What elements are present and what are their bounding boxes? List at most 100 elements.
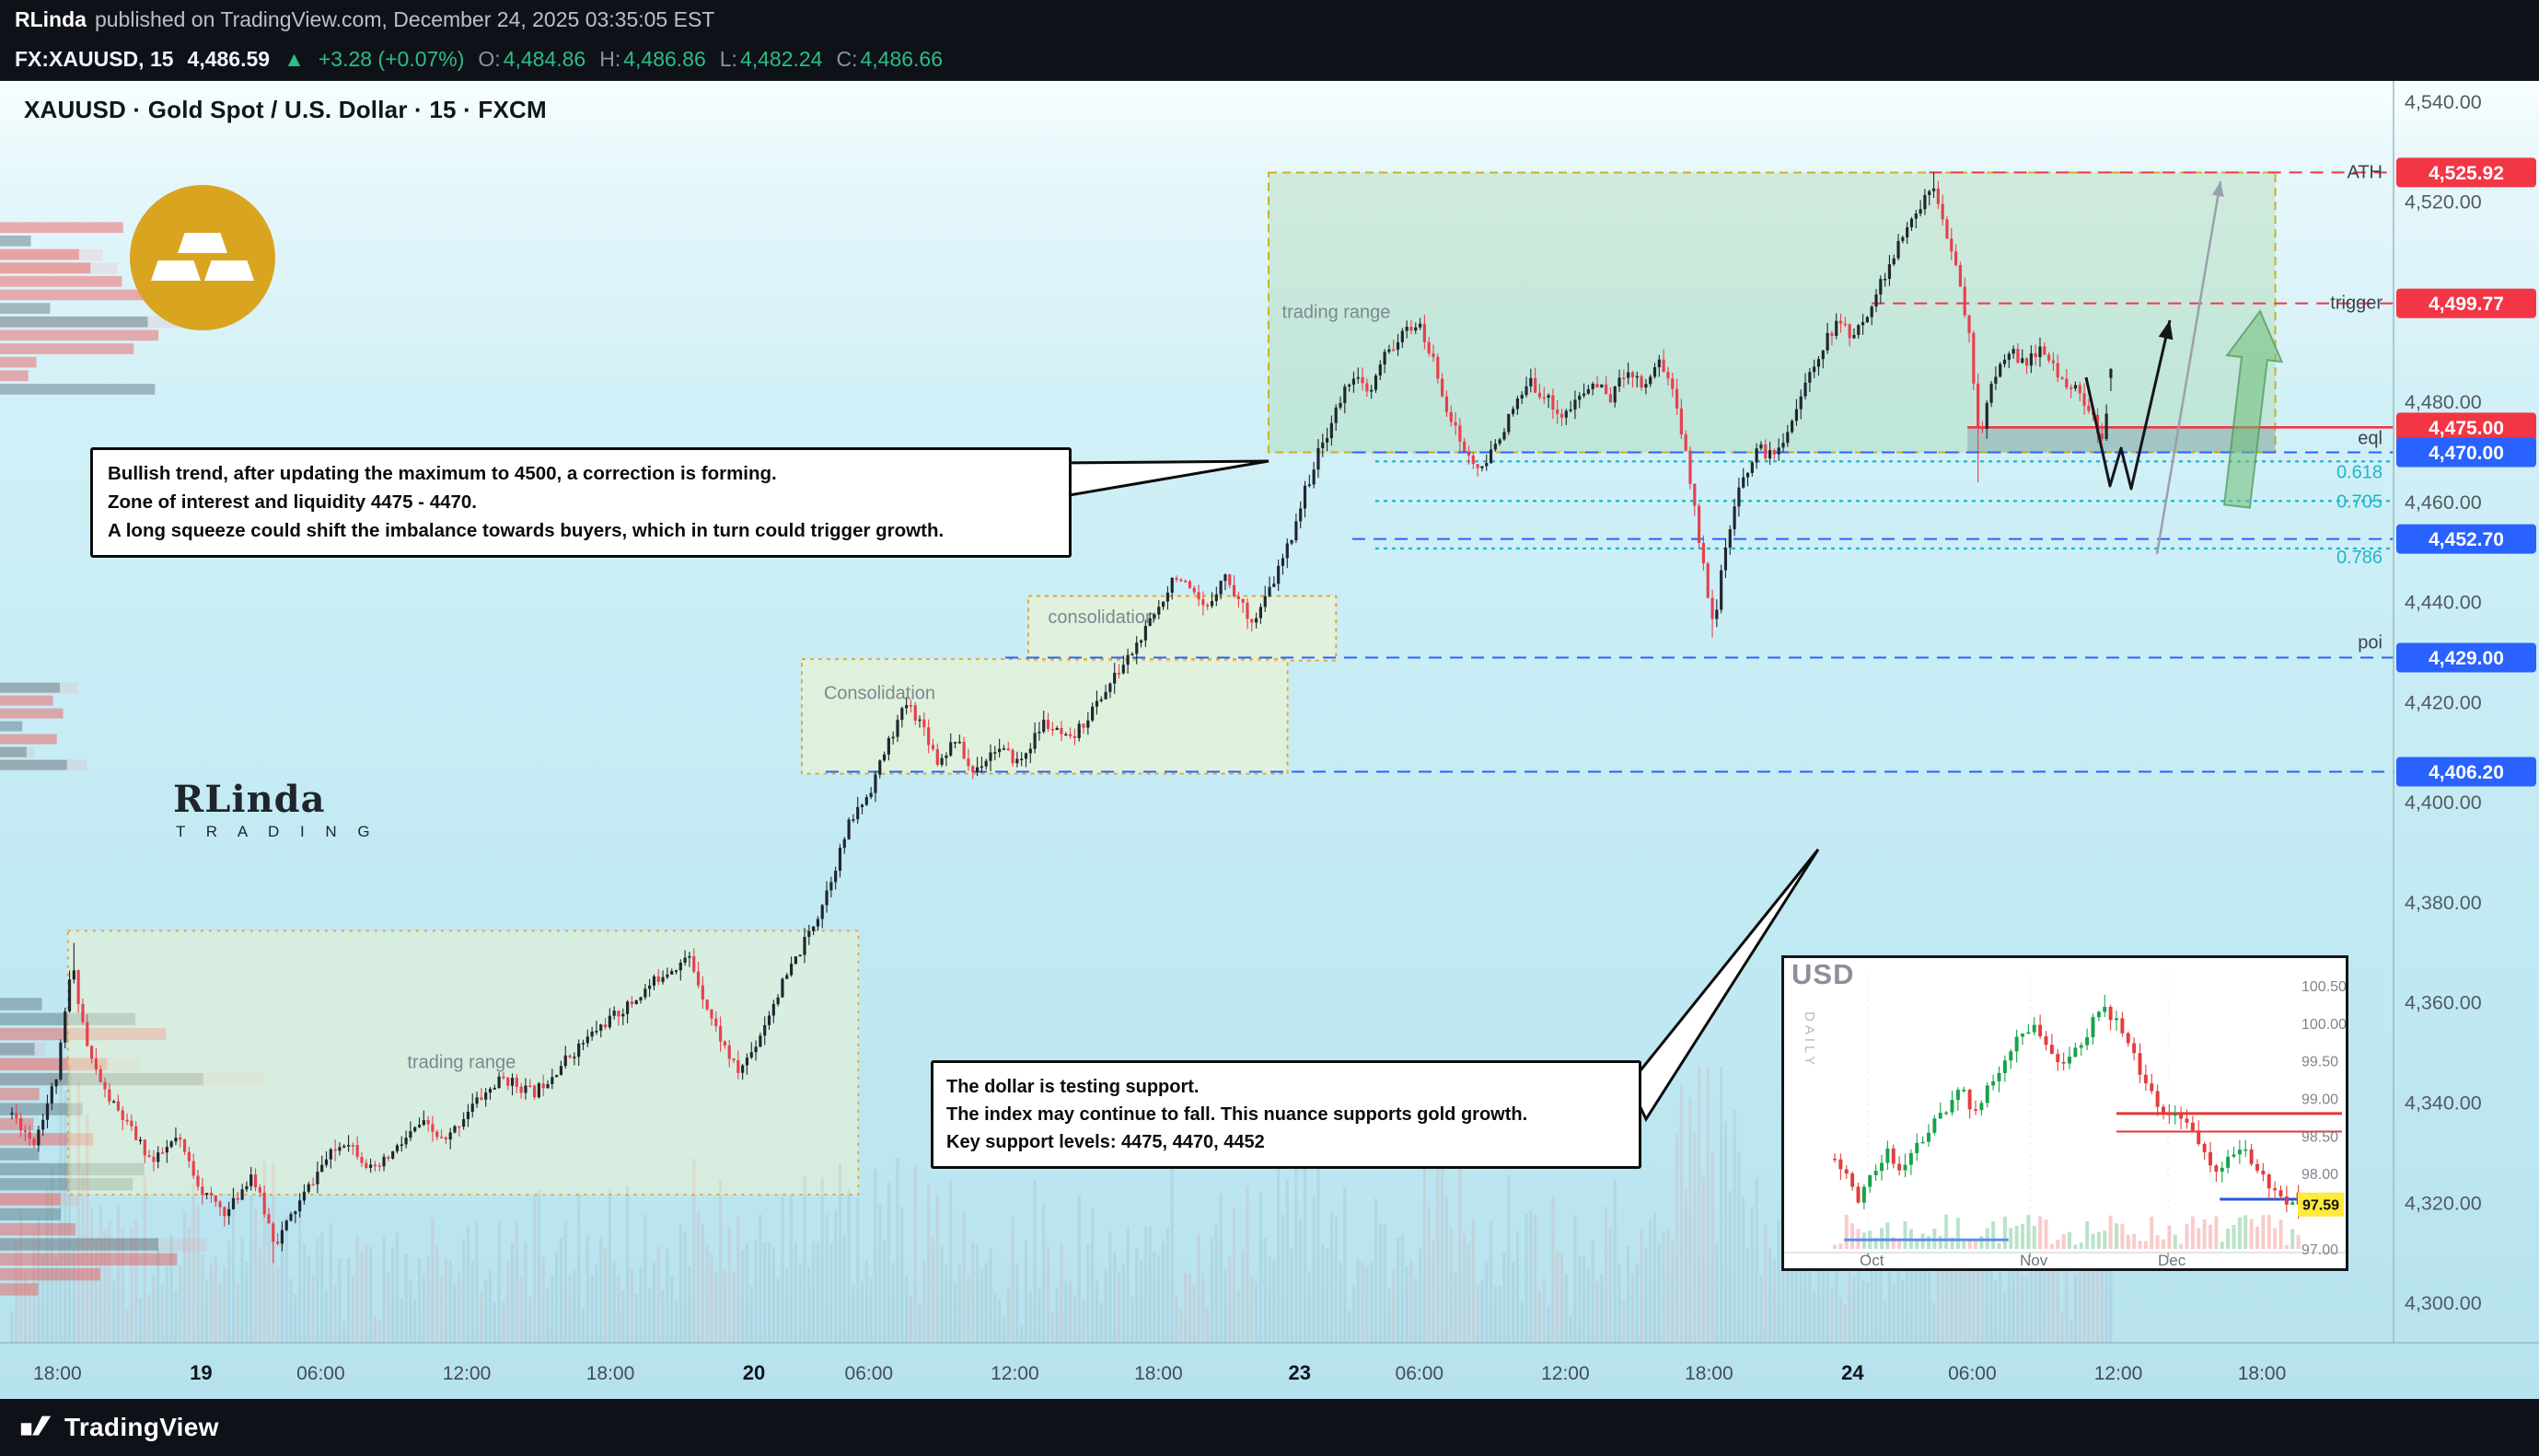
svg-text:4,429.00: 4,429.00 [2429,648,2504,669]
svg-text:consolidation: consolidation [1048,607,1155,628]
svg-text:19: 19 [190,1361,212,1384]
svg-text:18:00: 18:00 [586,1363,635,1384]
svg-text:06:00: 06:00 [1948,1363,1997,1384]
svg-text:4,440.00: 4,440.00 [2405,592,2482,614]
zones: trading range consolidation Consolidation t… [66,171,2277,1196]
gold-bar-shape [151,260,201,281]
last-price: 4,486.59 [187,47,271,71]
author-name: RLinda [15,6,87,31]
svg-text:98.50: 98.50 [2301,1129,2338,1145]
svg-text:4,406.20: 4,406.20 [2429,762,2504,783]
svg-text:12:00: 12:00 [991,1363,1039,1384]
svg-text:99.00: 99.00 [2301,1092,2338,1108]
gold-bar-shape [178,233,227,253]
quote-close: C: 4,486.66 [836,47,943,71]
svg-text:trigger: trigger [2330,294,2382,314]
svg-text:0.786: 0.786 [2336,548,2382,568]
svg-text:4,300.00: 4,300.00 [2405,1292,2482,1314]
inset-candles [1833,994,2301,1219]
callout-bullish-note[interactable]: Bullish trend, after updating the maximu… [90,447,1072,559]
svg-text:ATH: ATH [2347,162,2382,182]
gold-bar-shape [204,260,254,281]
quote-low: L: 4,482.24 [719,47,823,71]
callout-line: The dollar is testing support. [946,1077,1200,1097]
callout-line: Key support levels: 4475, 4470, 4452 [946,1132,1265,1152]
svg-text:4,360.00: 4,360.00 [2405,992,2482,1014]
tradingview-logo[interactable] [18,1410,53,1445]
rlinda-trading-watermark: RLinda T R A D I N G [173,778,378,840]
svg-text:Oct: Oct [1860,1252,1884,1268]
svg-text:4,540.00: 4,540.00 [2405,91,2482,113]
footer-bar: TradingView [0,1399,2539,1456]
publish-info: published on TradingView.com, December 2… [94,6,715,31]
svg-text:18:00: 18:00 [1685,1363,1733,1384]
inset-volume [1833,1214,2301,1249]
footer-brand: TradingView [64,1413,219,1441]
svg-text:trading range: trading range [407,1052,516,1072]
callout-line: A long squeeze could shift the imbalance… [108,519,945,541]
level-tags: ATH trigger eql 0.618 0.705 0.786 poi [2330,162,2382,653]
svg-text:18:00: 18:00 [1134,1363,1183,1384]
usd-index-inset-chart[interactable]: 100.50 100.00 99.50 99.00 98.50 98.00 97.00 97.… [1781,955,2348,1271]
svg-text:4,499.77: 4,499.77 [2429,294,2504,315]
svg-text:4,460.00: 4,460.00 [2405,491,2482,514]
gold-bars-icon [130,185,275,330]
chart-legend-title: XAUUSD · Gold Spot / U.S. Dollar · 15 · … [24,96,547,123]
svg-text:23: 23 [1289,1361,1311,1384]
svg-text:4,470.00: 4,470.00 [2429,443,2504,464]
svg-text:4,380.00: 4,380.00 [2405,892,2482,914]
symbol-quote-bar: FX:XAUUSD, 15 4,486.59 ▲ +3.28 (+0.07%) … [0,39,2539,81]
price-chart-svg[interactable]: trading range consolidation Consolidation t… [0,81,2539,1399]
svg-text:Consolidation: Consolidation [824,684,935,704]
inset-price-axis: 100.50 100.00 99.50 99.00 98.50 98.00 97.00 97.… [1860,979,2347,1269]
usd-inset-svg[interactable]: 100.50 100.00 99.50 99.00 98.50 98.00 97.00 97.… [1784,958,2347,1269]
svg-text:4,320.00: 4,320.00 [2405,1192,2482,1214]
svg-text:eql: eql [2358,429,2382,449]
svg-text:4,340.00: 4,340.00 [2405,1092,2482,1115]
svg-text:trading range: trading range [1282,303,1391,323]
svg-text:Nov: Nov [2020,1252,2048,1268]
usd-inset-title: USD [1791,958,1855,990]
price-chips: 4,525.92 4,499.77 4,475.00 4,470.00 4,452.70… [2396,157,2536,787]
svg-text:4,520.00: 4,520.00 [2405,191,2482,214]
up-triangle-icon: ▲ [284,47,305,71]
svg-text:100.50: 100.50 [2301,979,2346,995]
quote-open: O: 4,484.86 [478,47,586,71]
callout-line: Bullish trend, after updating the maximu… [108,463,777,484]
candles [10,172,2113,1264]
svg-text:12:00: 12:00 [2094,1363,2143,1384]
svg-text:12:00: 12:00 [443,1363,492,1384]
svg-text:4,480.00: 4,480.00 [2405,391,2482,413]
svg-text:4,475.00: 4,475.00 [2429,418,2504,439]
svg-text:18:00: 18:00 [2238,1363,2287,1384]
svg-text:4,420.00: 4,420.00 [2405,691,2482,713]
svg-text:06:00: 06:00 [845,1363,894,1384]
svg-text:24: 24 [1841,1361,1864,1384]
svg-text:20: 20 [743,1361,765,1384]
callout-line: Zone of interest and liquidity 4475 - 44… [108,491,477,513]
svg-text:0.705: 0.705 [2336,491,2382,512]
svg-text:97.59: 97.59 [2302,1198,2339,1214]
svg-text:poi: poi [2358,632,2382,653]
svg-text:4,525.92: 4,525.92 [2429,163,2504,184]
svg-text:4,400.00: 4,400.00 [2405,792,2482,814]
svg-text:06:00: 06:00 [1396,1363,1444,1384]
svg-text:100.00: 100.00 [2301,1017,2346,1033]
symbol-name: FX:XAUUSD, 15 [15,47,174,71]
svg-text:4,452.70: 4,452.70 [2429,529,2504,550]
publish-bar: RLinda published on TradingView.com, Dec… [0,0,2539,39]
price-change: +3.28 (+0.07%) [318,47,465,71]
svg-text:99.50: 99.50 [2301,1055,2338,1070]
svg-text:97.00: 97.00 [2301,1242,2338,1258]
inset-grid [1784,975,2346,1254]
svg-text:18:00: 18:00 [33,1363,82,1384]
quote-high: H: 4,486.86 [599,47,706,71]
callout-line: The index may continue to fall. This nua… [946,1104,1528,1125]
svg-text:12:00: 12:00 [1541,1363,1590,1384]
usd-inset-timeframe: DAILY [1802,1011,1817,1069]
svg-text:Dec: Dec [2158,1252,2186,1268]
chart-canvas[interactable]: trading range consolidation Consolidation t… [0,81,2539,1399]
callout-dollar-note[interactable]: The dollar is testing support. The index… [931,1060,1641,1169]
svg-text:06:00: 06:00 [296,1363,345,1384]
